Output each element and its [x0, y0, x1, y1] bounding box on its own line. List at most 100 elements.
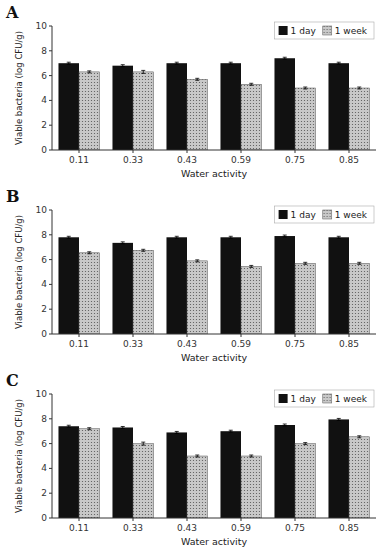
y-tick-label: 4 [41, 279, 47, 289]
panel: 02468100.110.330.430.590.750.85Water act… [6, 187, 376, 363]
y-axis [52, 210, 53, 334]
bar [112, 243, 133, 334]
x-tick [187, 518, 188, 521]
error-bar [87, 428, 91, 430]
error-bar [249, 455, 253, 457]
x-tick [349, 334, 350, 337]
error-bar [357, 262, 361, 264]
y-tick [49, 418, 52, 419]
legend-swatch [323, 210, 332, 219]
bar [79, 72, 100, 150]
x-tick-label: 0.59 [231, 339, 251, 349]
bar [349, 263, 370, 334]
error-bar [303, 87, 307, 89]
x-tick-label: 0.43 [177, 339, 197, 349]
y-tick-label: 2 [41, 304, 47, 314]
y-tick [49, 50, 52, 51]
bar [328, 419, 349, 518]
y-tick-label: 0 [41, 145, 47, 155]
error-bar [283, 57, 287, 59]
y-tick [49, 394, 52, 395]
y-tick [49, 309, 52, 310]
error-bar [195, 455, 199, 457]
y-tick [49, 210, 52, 211]
x-tick [241, 334, 242, 337]
x-tick-label: 0.85 [339, 339, 359, 349]
y-axis-label: Viable bacteria (log CFU/g) [14, 215, 24, 329]
x-tick-label: 0.59 [231, 523, 251, 533]
bar [349, 437, 370, 518]
x-tick-label: 0.75 [285, 523, 305, 533]
x-tick-label: 0.75 [285, 339, 305, 349]
y-tick [49, 100, 52, 101]
y-tick-label: 8 [41, 414, 47, 424]
error-bar [195, 78, 199, 80]
x-axis-label: Water activity [181, 168, 247, 179]
x-tick [133, 518, 134, 521]
error-bar [121, 65, 125, 67]
y-tick [49, 26, 52, 27]
y-tick [49, 334, 52, 335]
legend-label: 1 week [335, 394, 368, 404]
bar [295, 263, 316, 334]
panel-label: A [5, 3, 19, 22]
y-tick [49, 259, 52, 260]
x-axis-label: Water activity [181, 352, 247, 363]
error-bar [229, 62, 233, 64]
x-tick-label: 0.59 [231, 155, 251, 165]
bar [187, 79, 208, 150]
legend-swatch [279, 394, 288, 403]
x-tick [349, 150, 350, 153]
bar [58, 237, 79, 334]
error-bar [121, 426, 125, 428]
legend: 1 day1 week [275, 22, 374, 39]
x-tick [133, 334, 134, 337]
x-tick [295, 150, 296, 153]
x-tick [79, 150, 80, 153]
bar [58, 63, 79, 150]
y-tick-label: 10 [36, 389, 48, 399]
error-bar [249, 83, 253, 85]
bar [133, 250, 154, 334]
error-bar [87, 252, 91, 254]
x-tick [241, 150, 242, 153]
error-bar [141, 442, 145, 445]
x-tick-label: 0.85 [339, 155, 359, 165]
bars [58, 57, 369, 150]
x-tick [187, 150, 188, 153]
y-tick-label: 4 [41, 95, 47, 105]
y-axis [52, 26, 53, 150]
error-bar [141, 70, 145, 73]
bar [166, 432, 187, 518]
legend-swatch [323, 26, 332, 35]
error-bar [195, 260, 199, 262]
y-tick-label: 0 [41, 513, 47, 523]
y-tick [49, 75, 52, 76]
bar [133, 72, 154, 150]
error-bar [357, 436, 361, 438]
error-bar [67, 236, 71, 238]
x-tick-label: 0.11 [69, 155, 89, 165]
x-tick [133, 150, 134, 153]
x-tick-label: 0.85 [339, 523, 359, 533]
bar [58, 426, 79, 518]
y-axis-label: Viable bacteria (log CFU/g) [14, 31, 24, 145]
error-bar [175, 236, 179, 238]
error-bar [141, 249, 145, 251]
y-tick-label: 4 [41, 463, 47, 473]
bar [274, 425, 295, 518]
bar [328, 237, 349, 334]
bar [187, 261, 208, 334]
x-tick-label: 0.11 [69, 523, 89, 533]
y-tick [49, 284, 52, 285]
legend-frame [275, 390, 374, 407]
y-tick-label: 6 [41, 255, 47, 265]
bar [79, 253, 100, 334]
error-bar [67, 62, 71, 64]
bar [241, 84, 262, 150]
x-tick [187, 334, 188, 337]
bar [220, 237, 241, 334]
x-tick-label: 0.75 [285, 155, 305, 165]
y-tick [49, 493, 52, 494]
bars [58, 235, 369, 334]
